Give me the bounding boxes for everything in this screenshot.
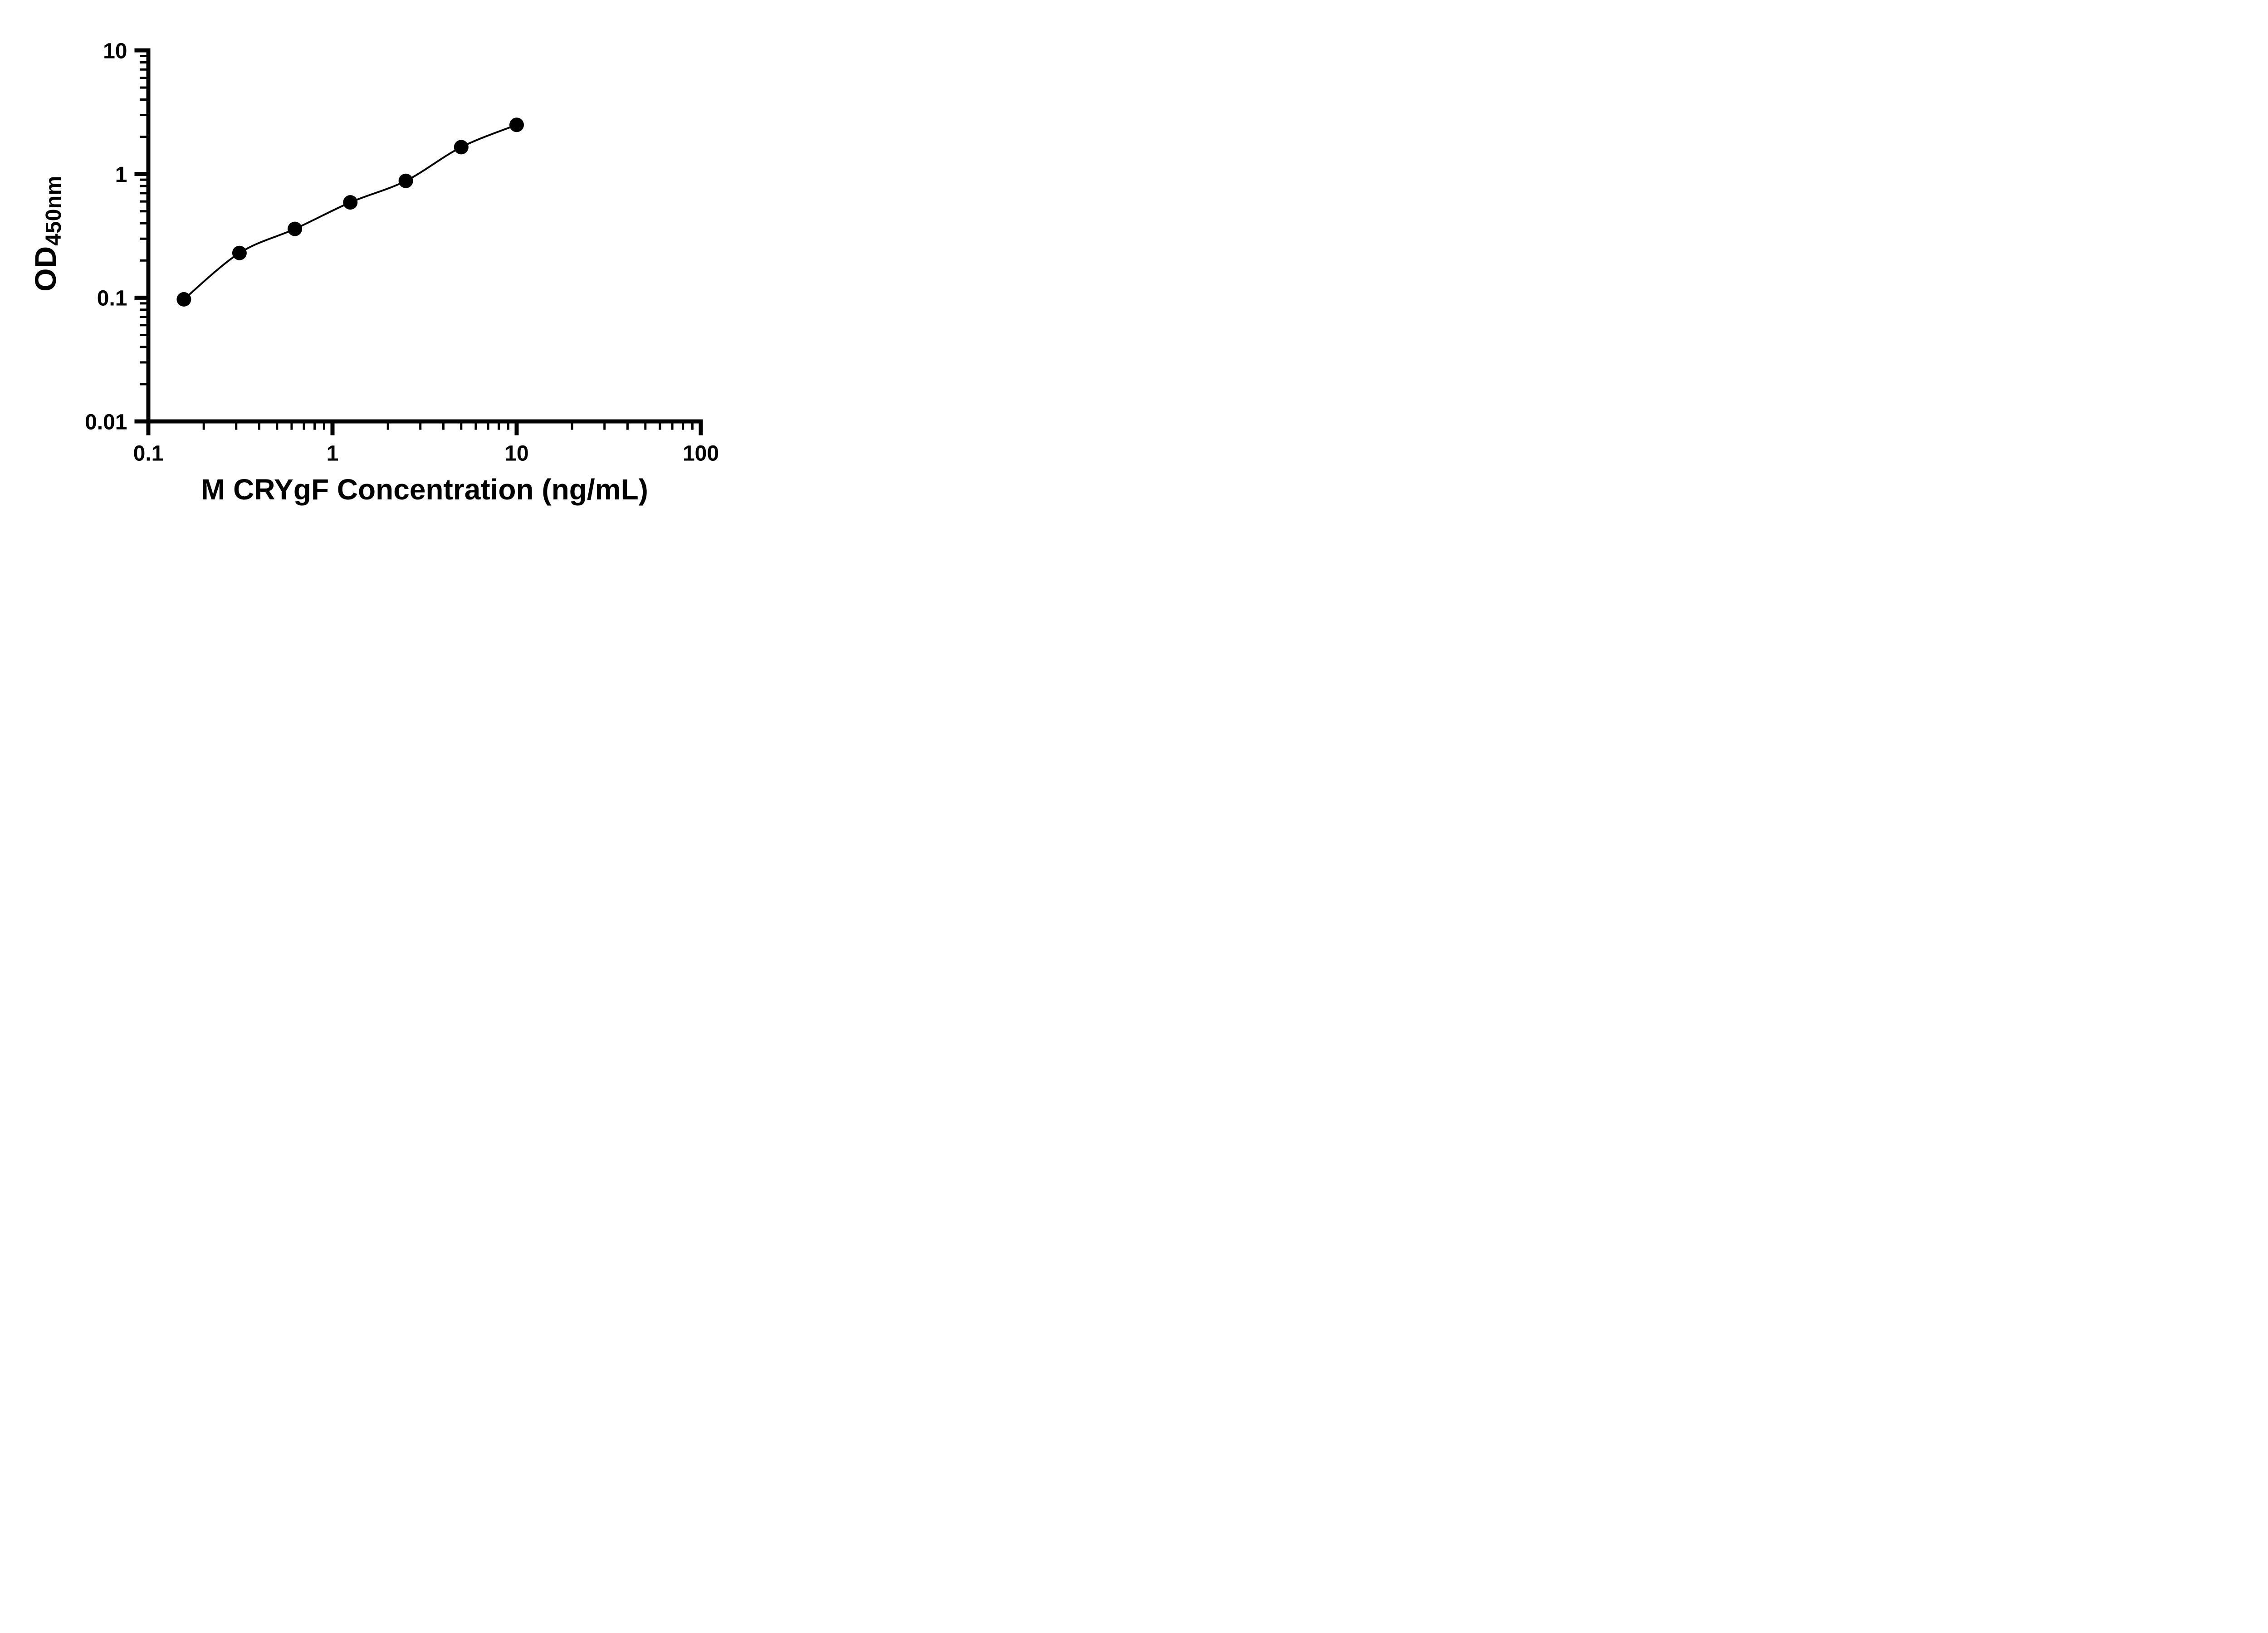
data-point [509,117,524,132]
data-point [398,173,413,188]
y-tick-label: 1 [115,163,127,187]
x-tick-label: 100 [683,442,719,466]
chart-page: 0.01 0.1 1 10 0.1 1 10 100 OD450nm M CRYgF Conc… [0,0,777,544]
y-tick-label: 10 [103,39,127,63]
x-tick-label: 10 [504,442,528,466]
x-axis-title: M CRYgF Concentration (ng/mL) [201,473,648,506]
x-tick-label: 1 [327,442,339,466]
x-tick-label: 0.1 [133,442,164,466]
y-axis-title-subscript: 450nm [42,176,66,246]
y-axis-title-main: OD [29,245,62,292]
y-tick-label: 0.01 [85,410,127,434]
y-axis-title: OD450nm [28,176,66,292]
y-tick-label: 0.1 [97,287,127,311]
data-point [343,195,358,210]
data-point [176,292,191,307]
data-point [288,221,303,236]
standard-curve-chart: 0.01 0.1 1 10 0.1 1 10 100 OD450nm M CRYgF Conc… [0,0,777,544]
data-point [232,245,247,260]
data-point [454,140,469,155]
axes-frame [146,48,703,424]
